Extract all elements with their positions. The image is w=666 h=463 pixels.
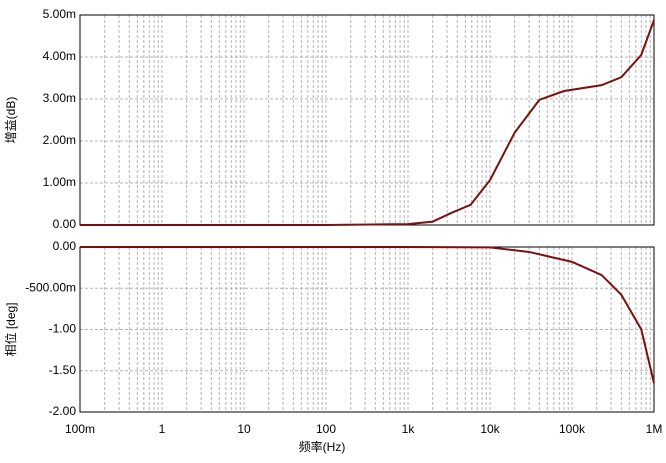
x-tick-label: 100m [65, 422, 95, 436]
data-line [80, 246, 655, 384]
y-tick-label: 0.00 [53, 217, 77, 231]
y-tick-label: 0.00 [53, 239, 77, 253]
y-axis-label: 相位 [deg] [3, 302, 18, 356]
y-tick-label: 5.00m [43, 7, 76, 21]
x-tick-label: 1M [646, 422, 663, 436]
y-tick-label: -500.00m [25, 280, 76, 294]
y-tick-label: 4.00m [43, 49, 76, 63]
x-tick-label: 100 [316, 422, 336, 436]
x-tick-label: 10k [480, 422, 500, 436]
y-tick-label: -2.00 [49, 404, 77, 418]
y-axis-label: 增益(dB) [4, 97, 18, 144]
x-tick-label: 100k [559, 422, 586, 436]
x-tick-label: 10 [237, 422, 251, 436]
y-tick-label: -1.00 [49, 322, 77, 336]
y-tick-label: 3.00m [43, 91, 76, 105]
y-tick-label: 1.00m [43, 175, 76, 189]
x-tick-label: 1 [159, 422, 166, 436]
data-line [80, 19, 655, 226]
y-tick-label: -1.50 [49, 363, 77, 377]
y-tick-label: 2.00m [43, 133, 76, 147]
x-tick-label: 1k [402, 422, 416, 436]
x-axis-label: 频率(Hz) [299, 439, 346, 454]
